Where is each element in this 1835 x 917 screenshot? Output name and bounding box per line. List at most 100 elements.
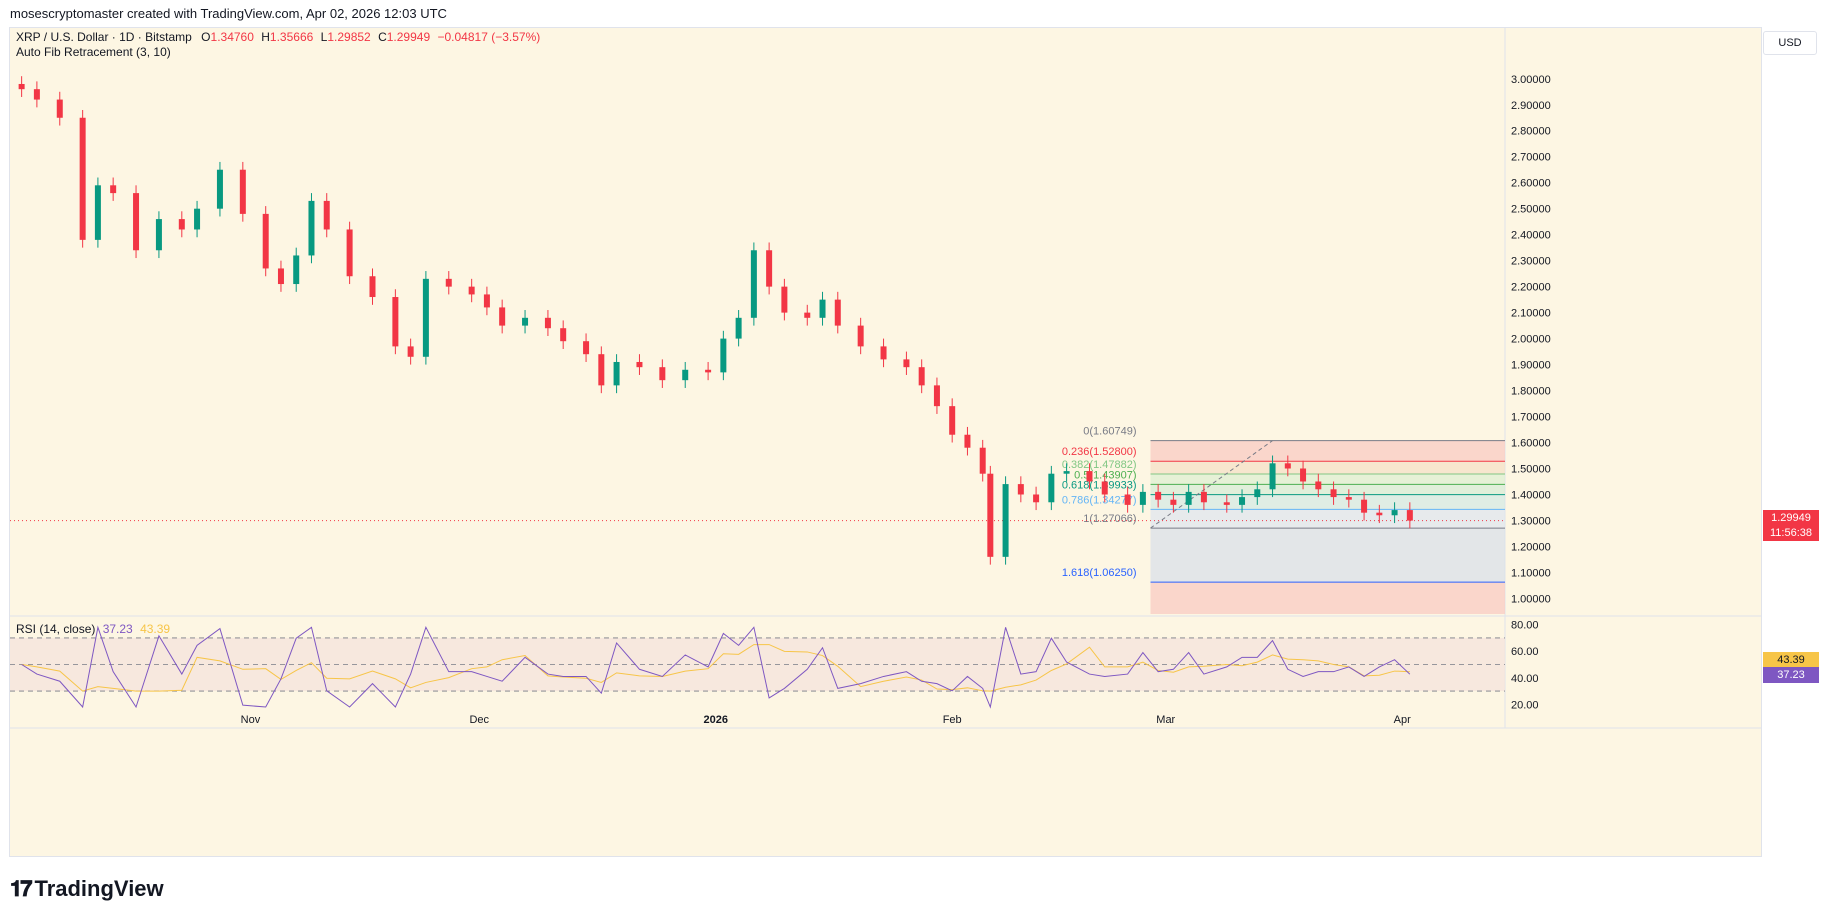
rsi-tick-label: 20.00	[1511, 699, 1539, 711]
candle-body	[522, 317, 529, 326]
candle-body	[323, 200, 330, 230]
rsi-line	[21, 625, 1411, 709]
candle-body	[766, 250, 773, 287]
candle-body	[468, 286, 475, 295]
candle-body	[1101, 481, 1108, 495]
candle-body	[216, 169, 223, 209]
fib-level-label: 0.786(1.34277)	[1062, 494, 1137, 506]
candle-body	[422, 278, 429, 357]
price-tick-label: 3.00000	[1511, 74, 1551, 86]
candle-body	[133, 193, 140, 251]
candle-body	[1017, 484, 1024, 495]
price-chart[interactable]: 3.00000 2.90000 2.80000 2.70000 2.60000 2.500…	[10, 28, 1761, 856]
price-tick-label: 1.80000	[1511, 386, 1551, 398]
tradingview-logo[interactable]: 𝟏𝟕 TradingView	[10, 876, 164, 902]
candle-body	[1300, 468, 1307, 482]
candle-body	[636, 361, 643, 368]
candle-body	[110, 185, 117, 194]
rsi-ma-tag: 43.39	[1763, 652, 1819, 668]
price-tick-label: 1.40000	[1511, 489, 1551, 501]
candle-body	[903, 359, 910, 368]
candle-body	[483, 294, 490, 308]
candle-body	[1345, 497, 1352, 500]
candle-body	[964, 434, 971, 448]
price-tick-label: 1.90000	[1511, 360, 1551, 372]
candle-body	[560, 328, 567, 342]
price-tick-label: 2.80000	[1511, 126, 1551, 138]
tradingview-brand: TradingView	[34, 876, 164, 901]
time-tick-label: Mar	[1156, 714, 1175, 726]
price-tick-label: 1.70000	[1511, 412, 1551, 424]
rsi-label: RSI (14, close)	[16, 622, 96, 636]
candle-body	[705, 369, 712, 373]
fib-level-label: 0.382(1.47882)	[1062, 459, 1137, 471]
candle-body	[79, 117, 86, 240]
fib-zone	[1150, 461, 1505, 475]
price-tick-label: 1.20000	[1511, 541, 1551, 553]
fib-level-label: 0(1.60749)	[1083, 426, 1136, 438]
candle-body	[293, 255, 300, 285]
candle-body	[804, 312, 811, 318]
close-label: C	[378, 30, 387, 44]
candle-body	[1002, 484, 1009, 557]
rsi-value: 37.23	[102, 622, 133, 636]
candle-body	[933, 385, 940, 407]
price-tick-label: 2.60000	[1511, 178, 1551, 190]
fib-level-label: 1(1.27066)	[1083, 513, 1136, 525]
candle-body	[598, 354, 605, 386]
candle-body	[1200, 491, 1207, 503]
candle-body	[369, 276, 376, 298]
fib-zone	[1150, 484, 1505, 495]
price-tick-label: 2.40000	[1511, 230, 1551, 242]
candle-body	[1223, 502, 1230, 505]
rsi-legend[interactable]: RSI (14, close) 37.23 43.39	[16, 622, 170, 636]
candle-body	[155, 219, 162, 251]
symbol-title: XRP / U.S. Dollar · 1D · Bitstamp	[16, 30, 192, 44]
symbol-legend[interactable]: XRP / U.S. Dollar · 1D · Bitstamp O1.347…	[16, 30, 540, 44]
candle-body	[659, 367, 666, 381]
candle-body	[987, 473, 994, 557]
candle-body	[1269, 463, 1276, 490]
last-price-tag: 1.29949	[1763, 510, 1819, 526]
candle-body	[194, 208, 201, 230]
candle-body	[1170, 499, 1177, 505]
currency-button[interactable]: USD	[1763, 31, 1817, 55]
candle-body	[583, 341, 590, 355]
high-label: H	[261, 30, 270, 44]
rsi-tick-label: 60.00	[1511, 646, 1539, 658]
candle-body	[346, 229, 353, 277]
candle-body	[834, 299, 841, 326]
candle-body	[1391, 510, 1398, 516]
candle-body	[613, 361, 620, 386]
candle-body	[1284, 463, 1291, 469]
candle-body	[1376, 512, 1383, 516]
fib-zone	[1150, 440, 1505, 462]
time-tick-label: 2026	[703, 714, 727, 726]
price-tick-label: 1.50000	[1511, 464, 1551, 476]
price-tick-label: 2.30000	[1511, 256, 1551, 268]
candle-body	[56, 99, 63, 118]
candle-body	[1185, 491, 1192, 505]
countdown-tag: 11:56:38	[1763, 525, 1819, 541]
rsi-ma-value: 43.39	[140, 622, 171, 636]
price-tick-label: 1.10000	[1511, 567, 1551, 579]
fib-level-label: 1.618(1.06250)	[1062, 567, 1137, 579]
time-tick-label: Feb	[943, 714, 962, 726]
indicator-legend[interactable]: Auto Fib Retracement (3, 10)	[16, 45, 171, 59]
fib-level-label: 0.618(1.39933)	[1062, 480, 1137, 492]
price-tick-label: 2.90000	[1511, 100, 1551, 112]
time-tick-label: Apr	[1394, 714, 1411, 726]
open-value: 1.34760	[210, 30, 254, 44]
candle-body	[1086, 471, 1093, 482]
candle-body	[262, 213, 269, 269]
change-value: −0.04817 (−3.57%)	[437, 30, 541, 44]
chart-pane[interactable]: 3.00000 2.90000 2.80000 2.70000 2.60000 2.500…	[9, 27, 1762, 857]
price-tick-label: 2.50000	[1511, 204, 1551, 216]
candle-body	[239, 169, 246, 214]
time-tick-label: Nov	[241, 714, 261, 726]
time-tick-label: Dec	[469, 714, 489, 726]
candle-body	[1361, 499, 1368, 513]
candle-body	[33, 89, 40, 100]
close-value: 1.29949	[386, 30, 431, 44]
candle-body	[407, 346, 414, 357]
